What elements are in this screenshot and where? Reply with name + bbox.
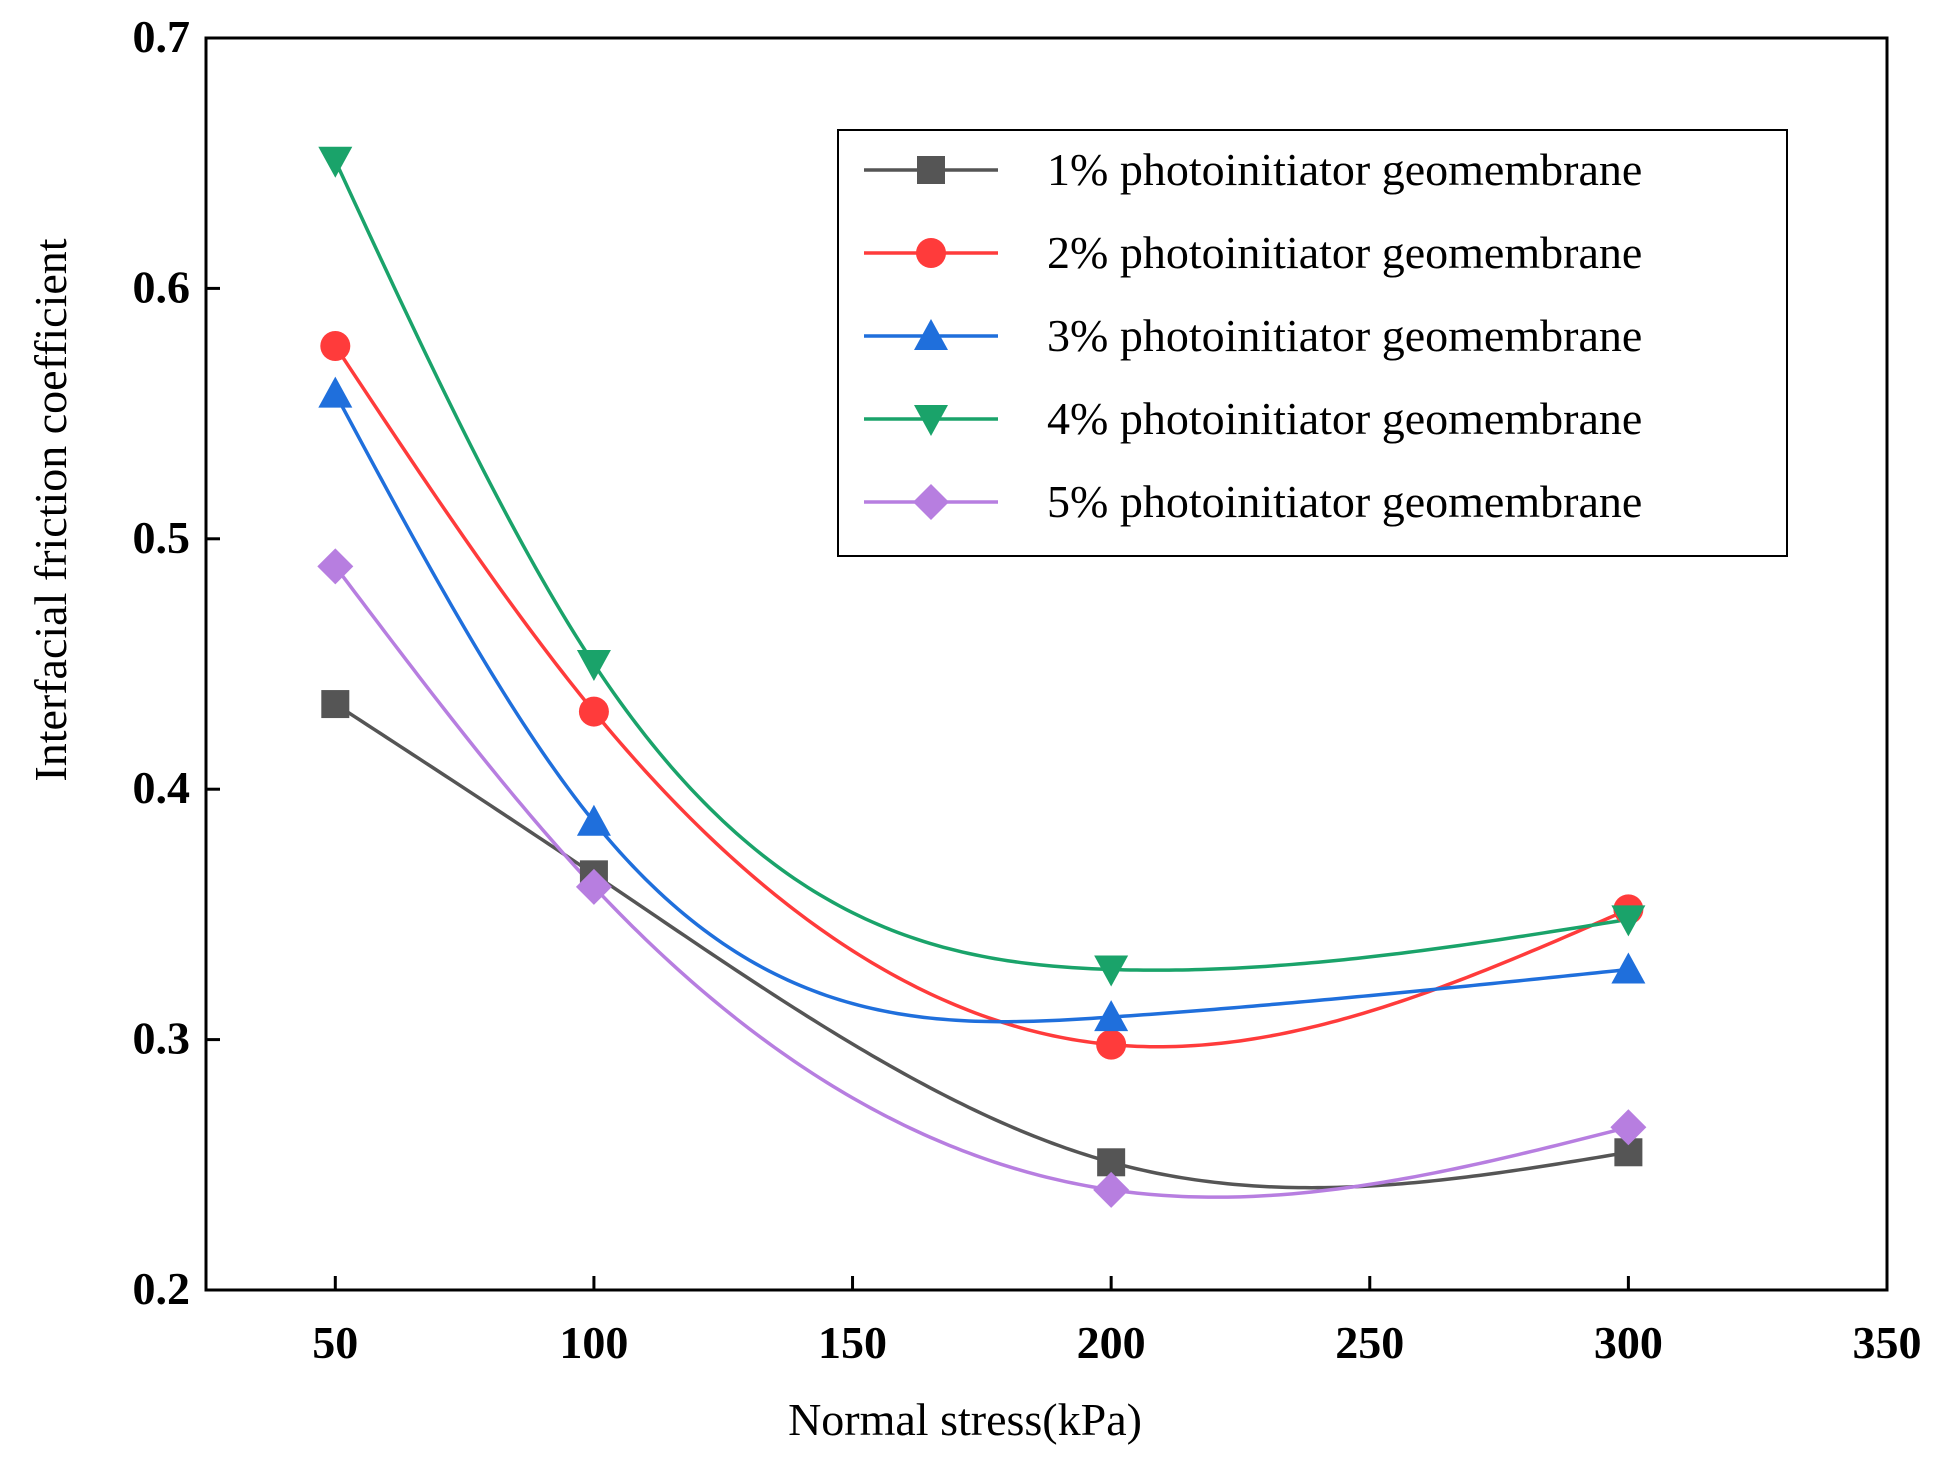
data-point bbox=[575, 868, 612, 905]
legend-marker bbox=[914, 319, 948, 350]
y-axis-title: Interfacial friction coefficient bbox=[25, 238, 76, 781]
y-tick-label: 0.3 bbox=[133, 1013, 191, 1064]
y-axis-ticks: 0.2 0.3 0.4 0.5 0.6 0.7 bbox=[133, 11, 220, 1314]
y-tick-label: 0.5 bbox=[133, 512, 191, 563]
legend-label: 5% photoinitiator geomembrane bbox=[1047, 476, 1642, 527]
legend-label: 1% photoinitiator geomembrane bbox=[1047, 144, 1642, 195]
legend-label: 3% photoinitiator geomembrane bbox=[1047, 310, 1642, 361]
series-line bbox=[333, 565, 1629, 1199]
data-point bbox=[320, 330, 351, 361]
x-tick-label: 350 bbox=[1853, 1317, 1922, 1368]
legend: 1% photoinitiator geomembrane 2% photoini… bbox=[837, 129, 1788, 557]
series-line bbox=[333, 159, 1629, 972]
data-point bbox=[318, 376, 353, 408]
legend-marker bbox=[916, 238, 946, 268]
x-tick-label: 200 bbox=[1077, 1317, 1146, 1368]
data-point bbox=[1610, 1109, 1647, 1146]
data-point bbox=[318, 146, 353, 178]
x-tick-label: 50 bbox=[312, 1317, 358, 1368]
plot-frame bbox=[204, 36, 1889, 1292]
series-lines bbox=[333, 159, 1630, 1199]
legend-label: 4% photoinitiator geomembrane bbox=[1047, 393, 1642, 444]
data-point bbox=[1611, 952, 1646, 984]
data-point bbox=[1611, 905, 1646, 937]
legend-marker bbox=[917, 156, 945, 184]
data-point bbox=[1094, 1000, 1129, 1032]
data-point bbox=[1093, 1171, 1130, 1208]
data-point bbox=[1097, 1148, 1126, 1177]
y-tick-label: 0.7 bbox=[133, 11, 191, 62]
x-axis-ticks: 50 100 150 200 250 300 350 bbox=[312, 1276, 1922, 1368]
x-tick-label: 150 bbox=[818, 1317, 887, 1368]
legend-label: 2% photoinitiator geomembrane bbox=[1047, 227, 1642, 278]
x-tick-label: 100 bbox=[559, 1317, 628, 1368]
x-tick-label: 250 bbox=[1335, 1317, 1404, 1368]
series-markers bbox=[317, 146, 1647, 1208]
data-point bbox=[576, 804, 611, 836]
data-point bbox=[1096, 1029, 1127, 1060]
series-line bbox=[334, 702, 1629, 1190]
data-point bbox=[321, 690, 350, 719]
data-point bbox=[317, 548, 354, 585]
legend-box bbox=[837, 129, 1788, 557]
y-tick-label: 0.4 bbox=[133, 762, 191, 813]
y-tick-label: 0.6 bbox=[133, 261, 191, 312]
legend-marker bbox=[913, 484, 949, 520]
data-point bbox=[576, 650, 611, 681]
x-axis-title: Normal stress(kPa) bbox=[788, 1394, 1142, 1445]
y-tick-label: 0.2 bbox=[133, 1263, 191, 1314]
series-line bbox=[333, 392, 1629, 1024]
x-tick-label: 300 bbox=[1594, 1317, 1663, 1368]
data-point bbox=[578, 696, 609, 727]
data-point bbox=[1094, 955, 1129, 987]
legend-marker bbox=[914, 405, 948, 436]
series-line bbox=[333, 345, 1630, 1049]
